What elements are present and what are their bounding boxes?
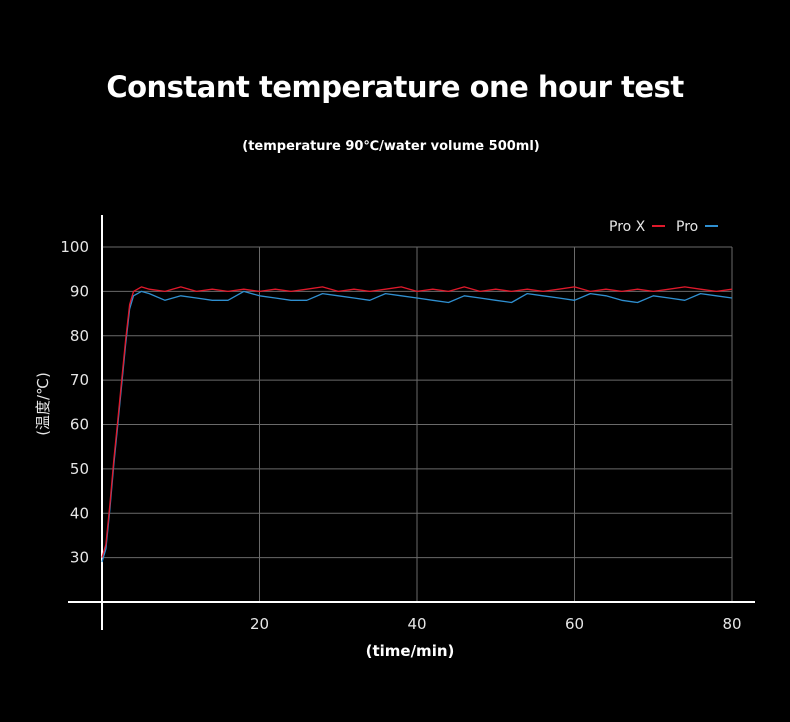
legend-label-pro: Pro: [676, 219, 698, 235]
x-tick-label-80: 80: [722, 615, 741, 633]
y-tick-label-90: 90: [70, 282, 89, 300]
x-tick-label-40: 40: [407, 615, 426, 633]
legend: Pro X Pro: [609, 219, 718, 235]
series-line-pro-x: [101, 286, 733, 558]
series-line-pro: [101, 290, 733, 563]
y-tick-label-100: 100: [60, 238, 89, 256]
x-axis-label: (time/min): [366, 642, 455, 660]
chart-subtitle: (temperature 90℃/water volume 500ml): [242, 139, 540, 154]
chart-title: Constant temperature one hour test: [106, 70, 684, 104]
y-tick-label-40: 40: [70, 504, 89, 522]
tick-labels: 30 40 50 60 70 80 90 100 20 40 60 80: [60, 238, 741, 633]
y-tick-label-60: 60: [70, 416, 89, 434]
y-tick-label-30: 30: [70, 549, 89, 567]
y-tick-label-80: 80: [70, 327, 89, 345]
axes: [68, 215, 755, 630]
grid: [102, 246, 733, 602]
series: [101, 286, 733, 563]
x-tick-label-20: 20: [250, 615, 269, 633]
y-tick-label-70: 70: [70, 371, 89, 389]
y-axis-label: (温度/℃): [34, 372, 52, 436]
y-tick-label-50: 50: [70, 460, 89, 478]
legend-label-pro-x: Pro X: [609, 219, 646, 235]
x-tick-label-60: 60: [565, 615, 584, 633]
